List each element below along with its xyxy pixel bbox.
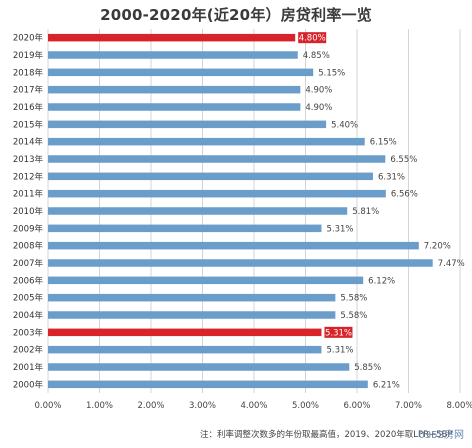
category-label: 2011年 <box>13 189 44 200</box>
bar <box>48 380 368 389</box>
category-label: 2019年 <box>13 50 44 61</box>
value-label: 4.85% <box>303 51 330 61</box>
value-label: 6.56% <box>391 190 418 200</box>
bar <box>48 259 433 267</box>
value-label: 6.31% <box>378 172 405 182</box>
value-label: 5.15% <box>318 68 345 78</box>
value-label: 6.55% <box>390 155 417 165</box>
value-label-background <box>298 32 327 44</box>
x-tick-label: 2.00% <box>137 401 164 411</box>
bar <box>48 207 348 215</box>
value-label: 5.31% <box>326 224 353 234</box>
category-label: 2018年 <box>13 67 44 78</box>
bar <box>48 311 336 319</box>
bar <box>48 241 419 250</box>
value-label: 5.58% <box>340 311 367 321</box>
bar <box>48 120 327 129</box>
x-tick-label: 3.00% <box>189 401 216 411</box>
value-label: 4.90% <box>305 86 332 96</box>
category-label: 2009年 <box>13 223 44 234</box>
watermark-logo: 0352房网 <box>418 430 464 441</box>
bar <box>48 68 314 77</box>
value-label: 5.58% <box>340 294 367 304</box>
x-tick-label: 0.00% <box>34 401 61 411</box>
value-label: 6.15% <box>370 138 397 148</box>
bar <box>48 137 365 146</box>
category-label: 2003年 <box>13 327 44 338</box>
value-label: 5.31% <box>325 328 352 338</box>
x-tick-label: 6.00% <box>343 401 370 411</box>
value-label: 4.80% <box>299 34 326 44</box>
x-tick-label: 5.00% <box>292 401 319 411</box>
category-label: 2012年 <box>13 171 44 182</box>
value-label: 5.40% <box>331 120 358 130</box>
category-label: 2016年 <box>13 102 44 113</box>
category-label: 2000年 <box>13 379 44 390</box>
bar <box>48 293 336 302</box>
value-label: 7.47% <box>438 259 465 269</box>
bar-highlighted <box>48 328 322 337</box>
value-label: 5.31% <box>326 346 353 356</box>
bar <box>48 103 301 111</box>
bar <box>48 224 322 233</box>
category-label: 2004年 <box>13 310 44 321</box>
value-label: 7.20% <box>424 242 451 252</box>
value-label: 5.85% <box>354 363 381 373</box>
category-label: 2008年 <box>13 241 44 252</box>
category-label: 2006年 <box>13 275 44 286</box>
category-label: 2014年 <box>13 137 44 148</box>
value-label: 6.12% <box>368 276 395 286</box>
chart-title: 2000-2020年(近20年）房贷利率一览 <box>100 6 372 24</box>
category-label: 2017年 <box>13 85 44 96</box>
bar <box>48 85 301 94</box>
bar <box>48 345 322 354</box>
x-tick-label: 8.00% <box>446 401 472 411</box>
bar-highlighted <box>48 33 296 42</box>
value-label: 4.90% <box>305 103 332 113</box>
x-tick-label: 1.00% <box>86 401 113 411</box>
value-label: 5.81% <box>352 207 379 217</box>
category-label: 2005年 <box>13 293 44 304</box>
x-tick-label: 4.00% <box>240 401 267 411</box>
chart-footnote: 注：利率调整次数多的年份取最高值，2019、2020年取LPR+5BP <box>200 430 453 440</box>
category-label: 2002年 <box>13 345 44 356</box>
category-label: 2015年 <box>13 119 44 130</box>
category-label: 2010年 <box>13 206 44 217</box>
category-label: 2007年 <box>13 258 44 269</box>
category-label: 2020年 <box>13 33 44 44</box>
bar <box>48 363 350 371</box>
x-tick-label: 7.00% <box>395 401 422 411</box>
category-label: 2013年 <box>13 154 44 165</box>
value-label: 6.21% <box>373 380 400 390</box>
bar <box>48 276 364 285</box>
value-label-background <box>324 326 353 338</box>
bar <box>48 51 298 59</box>
bar <box>48 172 373 181</box>
category-label: 2001年 <box>13 362 44 373</box>
bar <box>48 155 386 163</box>
bar <box>48 189 386 198</box>
